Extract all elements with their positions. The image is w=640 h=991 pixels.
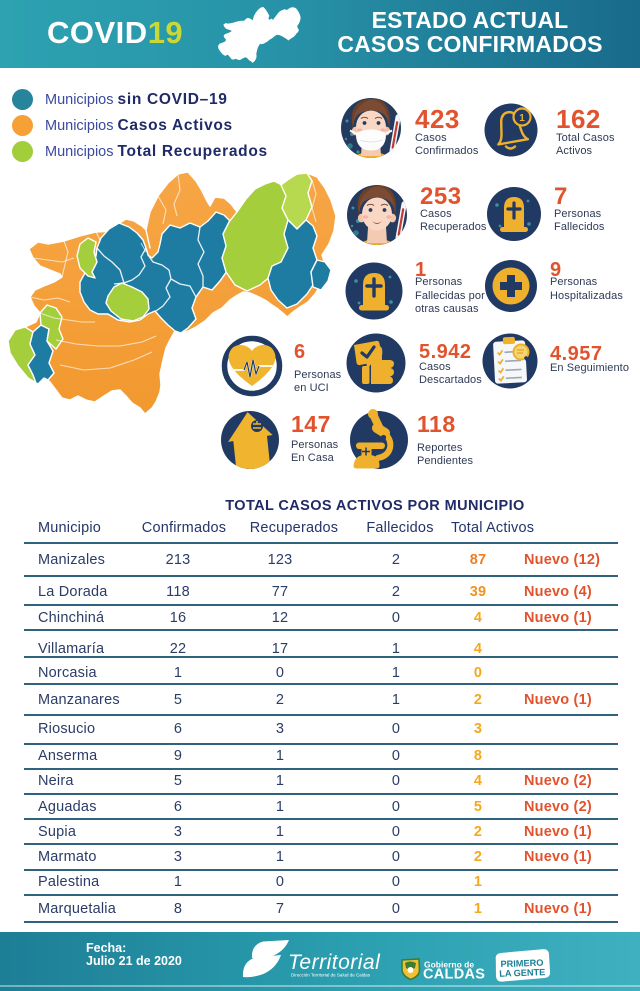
svg-text:1: 1: [519, 113, 525, 124]
svg-text:Gobierno de: Gobierno de: [424, 960, 474, 970]
svg-text:Dirección Territorial de Salud: Dirección Territorial de Salud de Caldas: [291, 973, 371, 978]
svg-text:Territorial: Territorial: [288, 951, 381, 974]
svg-text:CALDAS: CALDAS: [423, 967, 485, 983]
svg-text:PRIMERO: PRIMERO: [500, 958, 543, 969]
svg-text:LA GENTE: LA GENTE: [499, 967, 545, 979]
